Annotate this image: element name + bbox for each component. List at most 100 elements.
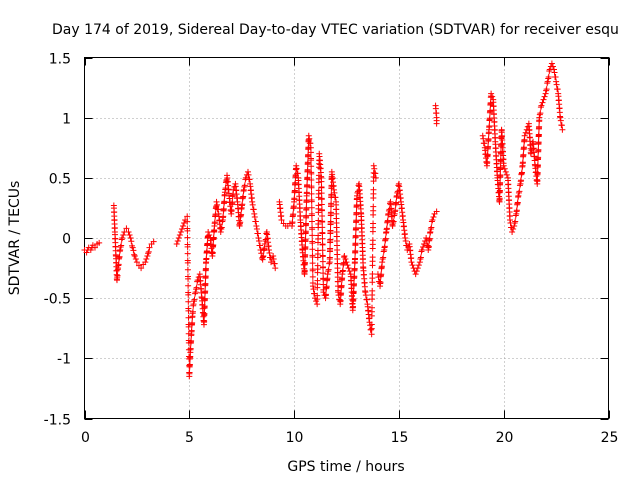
data-point — [319, 219, 326, 226]
data-point — [129, 244, 136, 251]
data-point — [308, 198, 315, 205]
data-point — [307, 149, 314, 156]
data-point — [551, 66, 558, 73]
data-point — [260, 252, 267, 259]
data-point — [323, 283, 330, 290]
data-points — [81, 60, 566, 380]
data-point — [184, 213, 191, 220]
data-point — [430, 213, 437, 220]
data-point — [214, 201, 221, 208]
data-point — [202, 273, 209, 280]
data-point — [217, 228, 224, 235]
data-point — [123, 225, 130, 232]
data-point — [308, 177, 315, 184]
data-point — [303, 189, 310, 196]
data-point — [240, 186, 247, 193]
data-point — [184, 266, 191, 273]
data-point — [210, 242, 217, 249]
data-point — [310, 286, 317, 293]
data-point — [320, 270, 327, 277]
data-point — [202, 280, 209, 287]
data-point — [496, 187, 503, 194]
data-point — [229, 199, 236, 206]
data-point — [253, 222, 260, 229]
data-point — [133, 259, 140, 266]
data-point — [545, 74, 552, 81]
data-point — [487, 99, 494, 106]
data-point — [342, 256, 349, 263]
data-point — [303, 204, 310, 211]
data-point — [180, 222, 187, 229]
y-tick-label: 1 — [62, 112, 71, 128]
data-point — [393, 199, 400, 206]
data-point — [543, 86, 550, 93]
data-point — [301, 259, 308, 266]
data-point — [421, 241, 428, 248]
data-point — [351, 280, 358, 287]
data-point — [319, 241, 326, 248]
data-point — [486, 123, 493, 130]
data-point — [308, 163, 315, 170]
data-point — [186, 369, 193, 376]
data-point — [518, 177, 525, 184]
x-tick-label: 25 — [601, 430, 619, 446]
data-point — [511, 222, 518, 229]
data-point — [351, 265, 358, 272]
data-point — [319, 253, 326, 260]
data-point — [320, 281, 327, 288]
data-point — [423, 235, 430, 241]
data-point — [392, 207, 399, 214]
data-point — [146, 244, 153, 251]
data-point — [245, 171, 252, 178]
data-point — [201, 310, 208, 317]
x-tick-label: 20 — [496, 430, 514, 446]
data-point — [303, 212, 310, 219]
data-point — [250, 206, 257, 213]
data-point — [480, 135, 487, 142]
data-point — [341, 253, 348, 260]
data-point — [409, 262, 416, 269]
data-point — [544, 78, 551, 85]
data-point — [116, 253, 123, 260]
data-point — [371, 165, 378, 172]
data-point — [413, 268, 420, 275]
data-point — [534, 161, 541, 168]
data-point — [418, 247, 425, 254]
data-point — [488, 90, 495, 97]
data-point — [390, 218, 397, 225]
data-point — [249, 198, 256, 205]
data-point — [369, 237, 376, 244]
data-point — [246, 176, 253, 183]
data-point — [352, 255, 359, 262]
data-point — [412, 271, 419, 278]
data-point — [484, 159, 491, 166]
data-point — [383, 225, 390, 232]
data-point — [309, 283, 316, 290]
data-point — [249, 201, 256, 208]
data-point — [417, 254, 424, 261]
data-point — [382, 235, 389, 242]
data-point — [202, 288, 209, 295]
data-point — [429, 216, 436, 223]
data-point — [308, 218, 315, 225]
data-point — [534, 177, 541, 184]
data-point — [251, 210, 258, 217]
data-point — [189, 308, 196, 315]
data-point — [319, 224, 326, 231]
data-point — [368, 326, 375, 333]
x-tick-label: 15 — [391, 430, 409, 446]
data-point — [551, 69, 558, 76]
data-point — [220, 205, 227, 212]
data-point — [378, 271, 385, 278]
data-point — [318, 196, 325, 203]
data-point — [308, 190, 315, 197]
data-point — [318, 190, 325, 197]
data-point — [554, 86, 561, 93]
data-point — [351, 273, 358, 280]
data-point — [215, 206, 222, 213]
data-point — [221, 198, 228, 205]
data-point — [502, 168, 509, 175]
data-point — [291, 195, 298, 202]
data-point — [497, 164, 504, 171]
x-tick-label: 5 — [185, 430, 194, 446]
